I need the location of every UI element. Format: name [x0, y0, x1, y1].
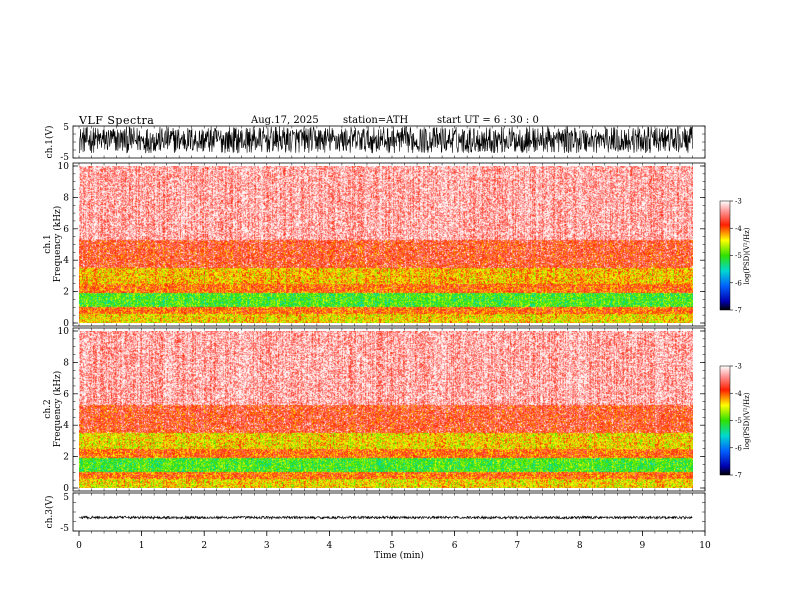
ch1-channel-label: ch.1: [43, 234, 53, 253]
time-axis: 0 1 2 3 4 5 6 7 8 9 10 Time (min): [73, 125, 711, 561]
ch1-ytick-bottom: -5: [60, 153, 69, 163]
x-tick-label: 8: [577, 541, 583, 551]
ch1-colorbar: [719, 200, 731, 311]
colorbar-tick-label: -6: [735, 444, 742, 452]
colorbar-tick-label: -7: [735, 307, 742, 315]
ch3-waveform-panel: 5 -5 ch.3(V): [44, 492, 706, 534]
colorbar-tick-label: -6: [735, 279, 742, 287]
ch1-waveform-ylabel: ch.1(V): [44, 126, 55, 159]
ch1-colorbar-label: log(PSD)(V²/Hz): [743, 227, 751, 284]
y-tick-label: 10: [58, 162, 70, 172]
y-tick-label: 8: [63, 193, 69, 203]
waveform-line: [78, 125, 693, 154]
ch3-waveform-ylabel: ch.3(V): [44, 496, 55, 529]
colorbar-tick-label: -5: [735, 252, 742, 260]
ch1-waveform-trace: [78, 125, 693, 154]
x-tick-label: 6: [452, 541, 458, 551]
station-label: station=ATH: [343, 115, 409, 126]
date-label: Aug.17, 2025: [250, 115, 319, 126]
x-tick-label: 3: [264, 541, 270, 551]
colorbar-tick-label: -7: [735, 472, 742, 480]
colorbar-tick-label: -3: [735, 363, 742, 371]
y-tick-label: 4: [63, 256, 69, 266]
ch1-waveform-panel: 5 -5 ch.1(V): [44, 123, 706, 163]
time-axis-label: Time (min): [374, 550, 424, 561]
x-tick-label: 0: [76, 541, 82, 551]
start-time-label: start UT = 6 : 30 : 0: [437, 115, 539, 126]
waveform-line: [78, 515, 693, 521]
y-tick-label: 10: [58, 327, 70, 337]
y-tick-label: 2: [63, 453, 69, 463]
ch2-colorbar-label: log(PSD)(V²/Hz): [743, 392, 751, 449]
ch1-spectrogram-heatmap: [79, 166, 693, 323]
ch3-waveform-frame: [72, 492, 706, 532]
ch2-frequency-ylabel: Frequency (kHz): [52, 371, 63, 448]
figure-title: VLF Spectra: [78, 114, 154, 127]
colorbar-tick-label: -4: [735, 390, 742, 398]
y-tick-label: 4: [63, 421, 69, 431]
ch3-ytick-bottom: -5: [60, 524, 69, 534]
ch1-frequency-ylabel: Frequency (kHz): [52, 206, 63, 283]
x-tick-label: 7: [514, 541, 520, 551]
colorbar-tick-label: -3: [735, 198, 742, 206]
x-tick-label: 1: [139, 541, 145, 551]
ch2-spectrogram-heatmap: [79, 331, 693, 488]
y-tick-label: 2: [63, 288, 69, 298]
y-tick-label: 0: [63, 319, 69, 329]
y-tick-label: 8: [63, 358, 69, 368]
x-tick-label: 10: [699, 541, 711, 551]
x-tick-label: 9: [640, 541, 646, 551]
ch2-colorbar: [719, 365, 731, 476]
ch3-ytick-top: 5: [63, 493, 69, 503]
x-tick-label: 2: [201, 541, 207, 551]
ch3-waveform-trace: [78, 515, 693, 521]
ch2-channel-label: ch.2: [43, 399, 53, 418]
y-tick-label: 6: [63, 225, 69, 235]
x-tick-label: 4: [327, 541, 333, 551]
colorbar-tick-label: -4: [735, 225, 742, 233]
colorbar-tick-label: -5: [735, 417, 742, 425]
x-tick-label: 5: [389, 541, 395, 551]
y-tick-label: 6: [63, 390, 69, 400]
ch1-ytick-top: 5: [63, 123, 69, 133]
y-tick-label: 0: [63, 484, 69, 494]
